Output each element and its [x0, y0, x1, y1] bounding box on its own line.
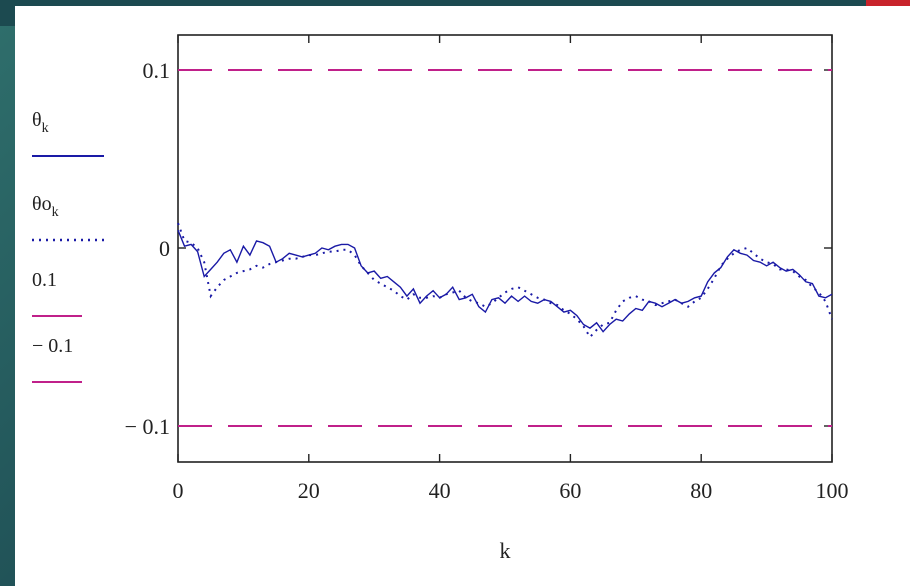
legend-label-main: θo: [32, 193, 52, 215]
y-tick-label: 0.1: [143, 58, 171, 83]
x-tick-label: 80: [690, 478, 712, 503]
chart-panel: [15, 6, 910, 586]
x-tick-label: 100: [816, 478, 849, 503]
y-tick-label: 0: [159, 236, 170, 261]
plot-frame: [177, 34, 833, 463]
legend-label-0: θk: [32, 109, 49, 136]
legend-label-main: 0.1: [32, 269, 57, 291]
x-tick-label: 0: [173, 478, 184, 503]
x-axis-title: k: [500, 538, 511, 563]
legend-label-main: − 0.1: [32, 335, 73, 357]
legend-label-sub: k: [52, 205, 59, 220]
y-tick-label: − 0.1: [125, 414, 170, 439]
series-line-1: [177, 222, 833, 339]
x-tick-label: 20: [298, 478, 320, 503]
legend-label-sub: k: [42, 121, 49, 136]
x-tick-label: 40: [429, 478, 451, 503]
series-line-0: [177, 229, 833, 333]
legend-label-main: θ: [32, 109, 42, 131]
legend-label-1: θok: [32, 193, 59, 220]
legend-label-2: 0.1: [32, 269, 57, 291]
legend-label-3: − 0.1: [32, 335, 73, 357]
x-tick-label: 60: [559, 478, 581, 503]
